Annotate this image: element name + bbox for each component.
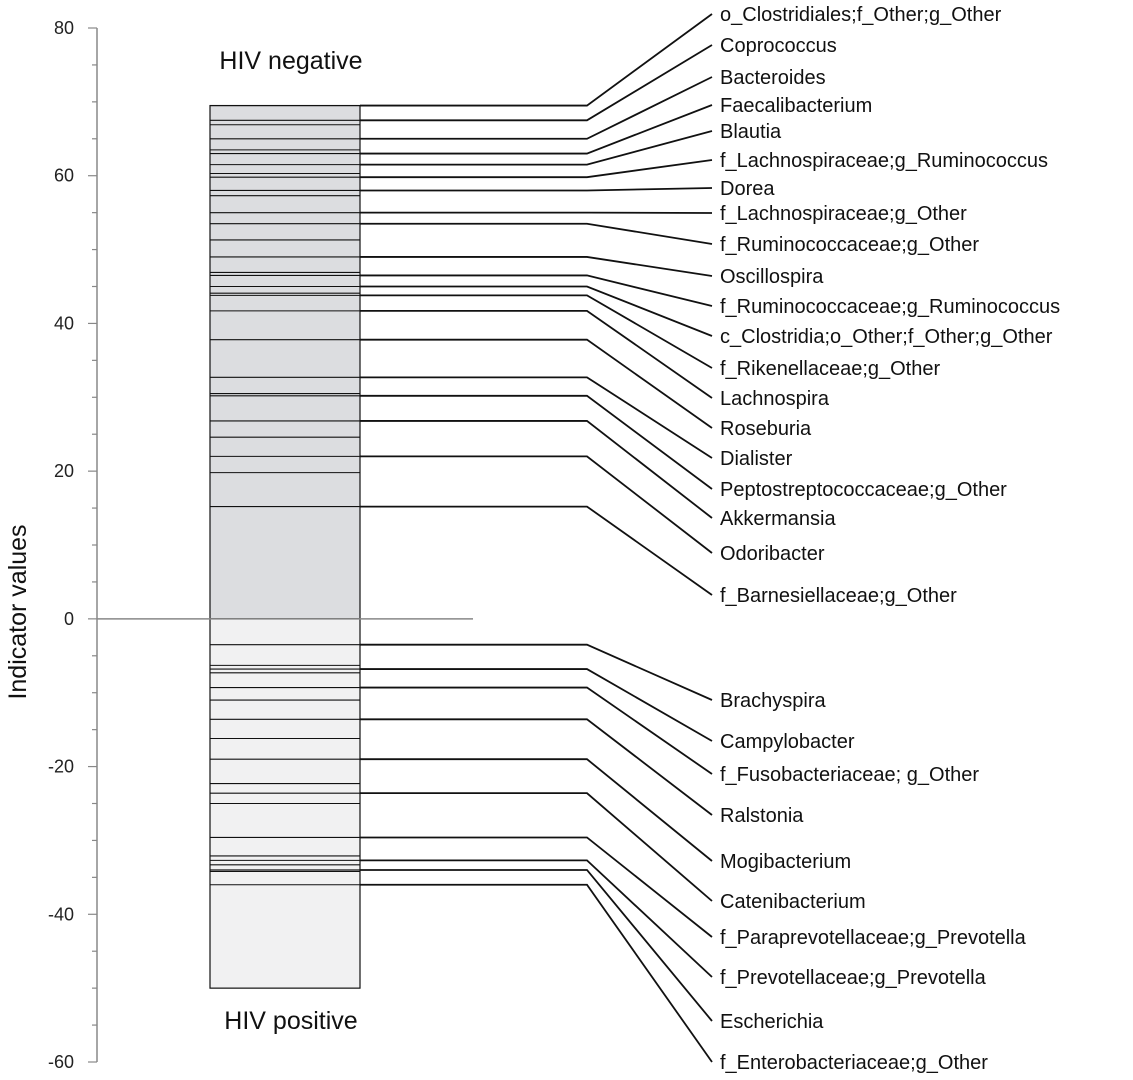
leader-line-hiv-positive [360, 859, 713, 978]
y-tick-label: -60 [48, 1052, 74, 1072]
leader-line-hiv-negative [360, 222, 713, 245]
y-axis-title: Indicator values [4, 524, 32, 699]
leader-line-hiv-positive [360, 718, 713, 816]
leader-line-hiv-negative [360, 394, 713, 490]
taxon-label-hiv-negative: Lachnospira [720, 388, 830, 410]
leader-line-hiv-positive [360, 792, 713, 902]
taxon-label-hiv-positive: f_Prevotellaceae;g_Prevotella [720, 967, 987, 989]
leader-line-hiv-positive [360, 869, 713, 1022]
taxon-label-hiv-negative: Peptostreptococcaceae;g_Other [720, 479, 1007, 501]
y-tick-label: -40 [48, 904, 74, 924]
taxon-label-hiv-negative: c_Clostridia;o_Other;f_Other;g_Other [720, 326, 1053, 348]
leader-line-hiv-negative [360, 420, 713, 519]
taxon-label-hiv-negative: Oscillospira [720, 266, 824, 288]
y-tick-label: 20 [54, 461, 74, 481]
y-tick-label: -20 [48, 757, 74, 777]
y-tick-label: 0 [64, 609, 74, 629]
taxon-label-hiv-negative: Bacteroides [720, 67, 826, 89]
leader-line-hiv-negative [360, 285, 713, 337]
leader-line-hiv-negative [360, 309, 713, 399]
leader-line-hiv-negative [360, 76, 713, 140]
taxon-label-hiv-negative: Dialister [720, 448, 793, 470]
indicator-bars [97, 104, 473, 989]
taxon-label-hiv-negative: f_Lachnospiraceae;g_Ruminococcus [720, 150, 1048, 172]
taxon-labels: o_Clostridiales;f_Other;g_Other Coprococc… [720, 4, 1060, 1074]
leader-line-hiv-negative [360, 274, 713, 307]
taxon-label-hiv-negative: f_Ruminococcaceae;g_Other [720, 234, 979, 256]
taxon-label-hiv-negative: o_Clostridiales;f_Other;g_Other [720, 4, 1002, 26]
leader-line-hiv-negative [360, 44, 713, 122]
taxon-label-hiv-positive: Brachyspira [720, 690, 826, 712]
y-tick-label: 40 [54, 313, 74, 333]
taxon-label-hiv-negative: f_Rikenellaceae;g_Other [720, 358, 940, 380]
taxon-label-hiv-positive: Escherichia [720, 1011, 824, 1033]
taxon-label-hiv-positive: Ralstonia [720, 805, 804, 827]
taxon-label-hiv-negative: f_Barnesiellaceae;g_Other [720, 585, 957, 607]
leader-line-hiv-negative [360, 187, 713, 192]
leader-lines [360, 13, 713, 1063]
taxon-label-hiv-positive: f_Fusobacteriaceae; g_Other [720, 764, 979, 786]
leader-line-hiv-negative [360, 338, 713, 429]
leader-line-hiv-negative [360, 130, 713, 166]
leader-line-hiv-negative [360, 455, 713, 554]
leader-line-hiv-negative [360, 376, 713, 459]
taxon-label-hiv-negative: Akkermansia [720, 508, 836, 530]
leader-line-hiv-negative [360, 505, 713, 596]
taxon-label-hiv-negative: Odoribacter [720, 543, 825, 565]
leader-line-hiv-positive [360, 836, 713, 938]
leader-line-hiv-negative [360, 104, 713, 155]
y-tick-label: 60 [54, 166, 74, 186]
leader-line-hiv-negative [360, 294, 713, 369]
group-label-hiv-negative: HIV negative [219, 47, 362, 75]
taxon-label-hiv-negative: f_Lachnospiraceae;g_Other [720, 203, 967, 225]
y-axis: 80 60 40 20 0 -20 -40 -60 [48, 18, 98, 1072]
y-tick-label: 80 [54, 18, 74, 38]
leader-line-hiv-negative [360, 256, 713, 277]
taxon-label-hiv-positive: f_Paraprevotellaceae;g_Prevotella [720, 927, 1027, 949]
leader-line-hiv-positive [360, 643, 713, 701]
leader-line-hiv-negative [360, 13, 713, 107]
leader-line-hiv-negative [360, 159, 713, 179]
group-label-hiv-positive: HIV positive [224, 1007, 357, 1035]
taxon-label-hiv-negative: Roseburia [720, 418, 812, 440]
taxon-label-hiv-negative: Faecalibacterium [720, 95, 872, 117]
taxon-label-hiv-positive: f_Enterobacteriaceae;g_Other [720, 1052, 988, 1074]
taxon-label-hiv-positive: Campylobacter [720, 731, 855, 753]
leader-line-hiv-positive [360, 883, 713, 1063]
leader-line-hiv-positive [360, 686, 713, 775]
taxon-label-hiv-positive: Mogibacterium [720, 851, 851, 873]
leader-line-hiv-positive [360, 668, 713, 742]
taxon-label-hiv-negative: Dorea [720, 178, 775, 200]
hiv-negative-bar [209, 104, 361, 620]
taxon-label-hiv-negative: Coprococcus [720, 35, 837, 57]
taxon-label-hiv-positive: Catenibacterium [720, 891, 866, 913]
taxon-label-hiv-negative: Blautia [720, 121, 782, 143]
taxon-label-hiv-negative: f_Ruminococcaceae;g_Ruminococcus [720, 296, 1060, 318]
leader-line-hiv-positive [360, 758, 713, 862]
